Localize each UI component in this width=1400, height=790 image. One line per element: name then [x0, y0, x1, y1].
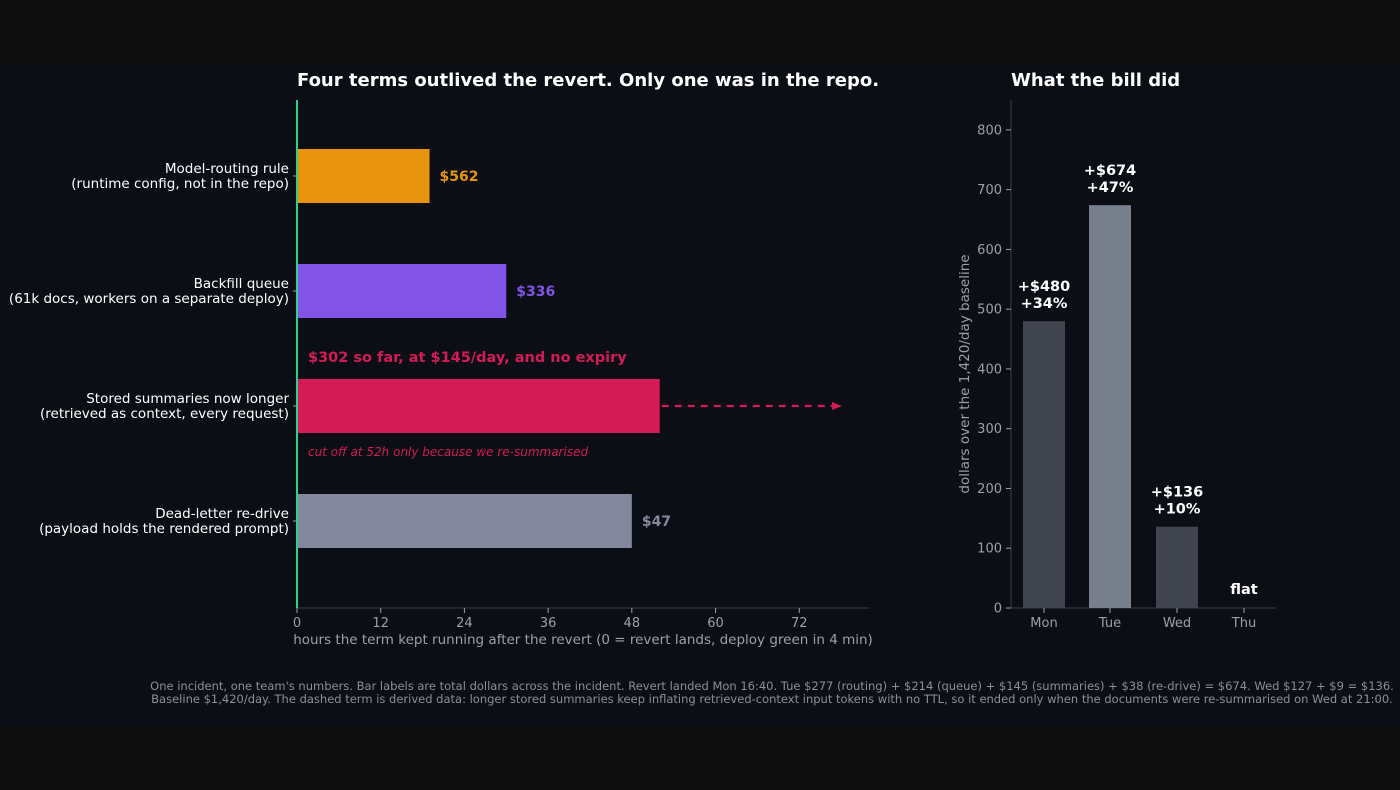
x-tick-label: Mon [1030, 616, 1057, 631]
y-tick-label: 500 [977, 303, 1002, 318]
x-tick-label: 36 [540, 616, 557, 631]
category-sublabel: (retrieved as context, every request) [40, 406, 289, 422]
category-sublabel: (payload holds the rendered prompt) [39, 521, 289, 537]
bar-mon [1023, 321, 1065, 608]
bar-3 [297, 494, 632, 548]
annotation-below: cut off at 52h only because we re-summar… [308, 445, 588, 459]
y-tick-label: 600 [977, 243, 1002, 258]
y-tick-label: 100 [977, 542, 1002, 557]
y-axis-label: dollars over the 1,420/day baseline [957, 254, 973, 493]
x-tick-label: 72 [791, 616, 808, 631]
bar-percent-label: +10% [1154, 502, 1201, 518]
figure: Four terms outlived the revert. Only one… [0, 64, 1400, 726]
category-label: Dead-letter re-drive [155, 506, 289, 522]
data-label: $47 [642, 514, 671, 530]
y-tick-label: 200 [977, 482, 1002, 497]
y-tick-label: 800 [977, 123, 1002, 138]
x-tick-label: Wed [1163, 616, 1191, 631]
bar-percent-label: +34% [1021, 296, 1068, 312]
category-label: Stored summaries now longer [86, 391, 289, 407]
right-chart-title: What the bill did [1011, 70, 1181, 91]
x-tick-label: 60 [707, 616, 724, 631]
right-chart: 0 100 200 300 400 500 600 700 800 dollars over th… [957, 100, 1276, 631]
footnote: One incident, one team's numbers. Bar la… [150, 679, 1394, 706]
y-tick-label: 300 [977, 422, 1002, 437]
category-label: Backfill queue [194, 276, 289, 292]
category-sublabel: (runtime config, not in the repo) [71, 176, 289, 192]
left-chart-title: Four terms outlived the revert. Only one… [297, 70, 880, 91]
x-tick-label: Tue [1098, 616, 1121, 631]
data-label: $336 [516, 284, 555, 300]
y-tick-label: 700 [977, 183, 1002, 198]
data-label: $562 [440, 169, 479, 185]
bar-2 [297, 379, 660, 433]
bar-value-label: +$674 [1084, 163, 1137, 179]
left-chart: Model-routing rule(runtime config, not i… [9, 100, 873, 648]
category-sublabel: (61k docs, workers on a separate deploy) [9, 291, 289, 307]
bar-1 [297, 264, 507, 318]
bar-0 [297, 149, 430, 203]
x-tick-label: 24 [456, 616, 473, 631]
x-axis-label: hours the term kept running after the re… [293, 632, 873, 648]
x-tick-label: 12 [372, 616, 389, 631]
bar-value-label: +$480 [1018, 279, 1071, 295]
annotation-above: $302 so far, at $145/day, and no expiry [308, 350, 627, 366]
chart-canvas: Model-routing rule(runtime config, not i… [9, 100, 1276, 648]
bar-value-label: flat [1230, 582, 1258, 598]
x-tick-label: 0 [293, 616, 301, 631]
bar-tue [1089, 205, 1131, 608]
bar-wed [1156, 526, 1198, 608]
x-tick-label: Thu [1231, 616, 1256, 631]
category-label: Model-routing rule [165, 161, 289, 177]
y-tick-label: 400 [977, 362, 1002, 377]
bar-percent-label: +47% [1087, 180, 1134, 196]
bar-value-label: +$136 [1151, 485, 1204, 501]
x-tick-label: 48 [624, 616, 641, 631]
y-tick-label: 0 [994, 602, 1002, 617]
